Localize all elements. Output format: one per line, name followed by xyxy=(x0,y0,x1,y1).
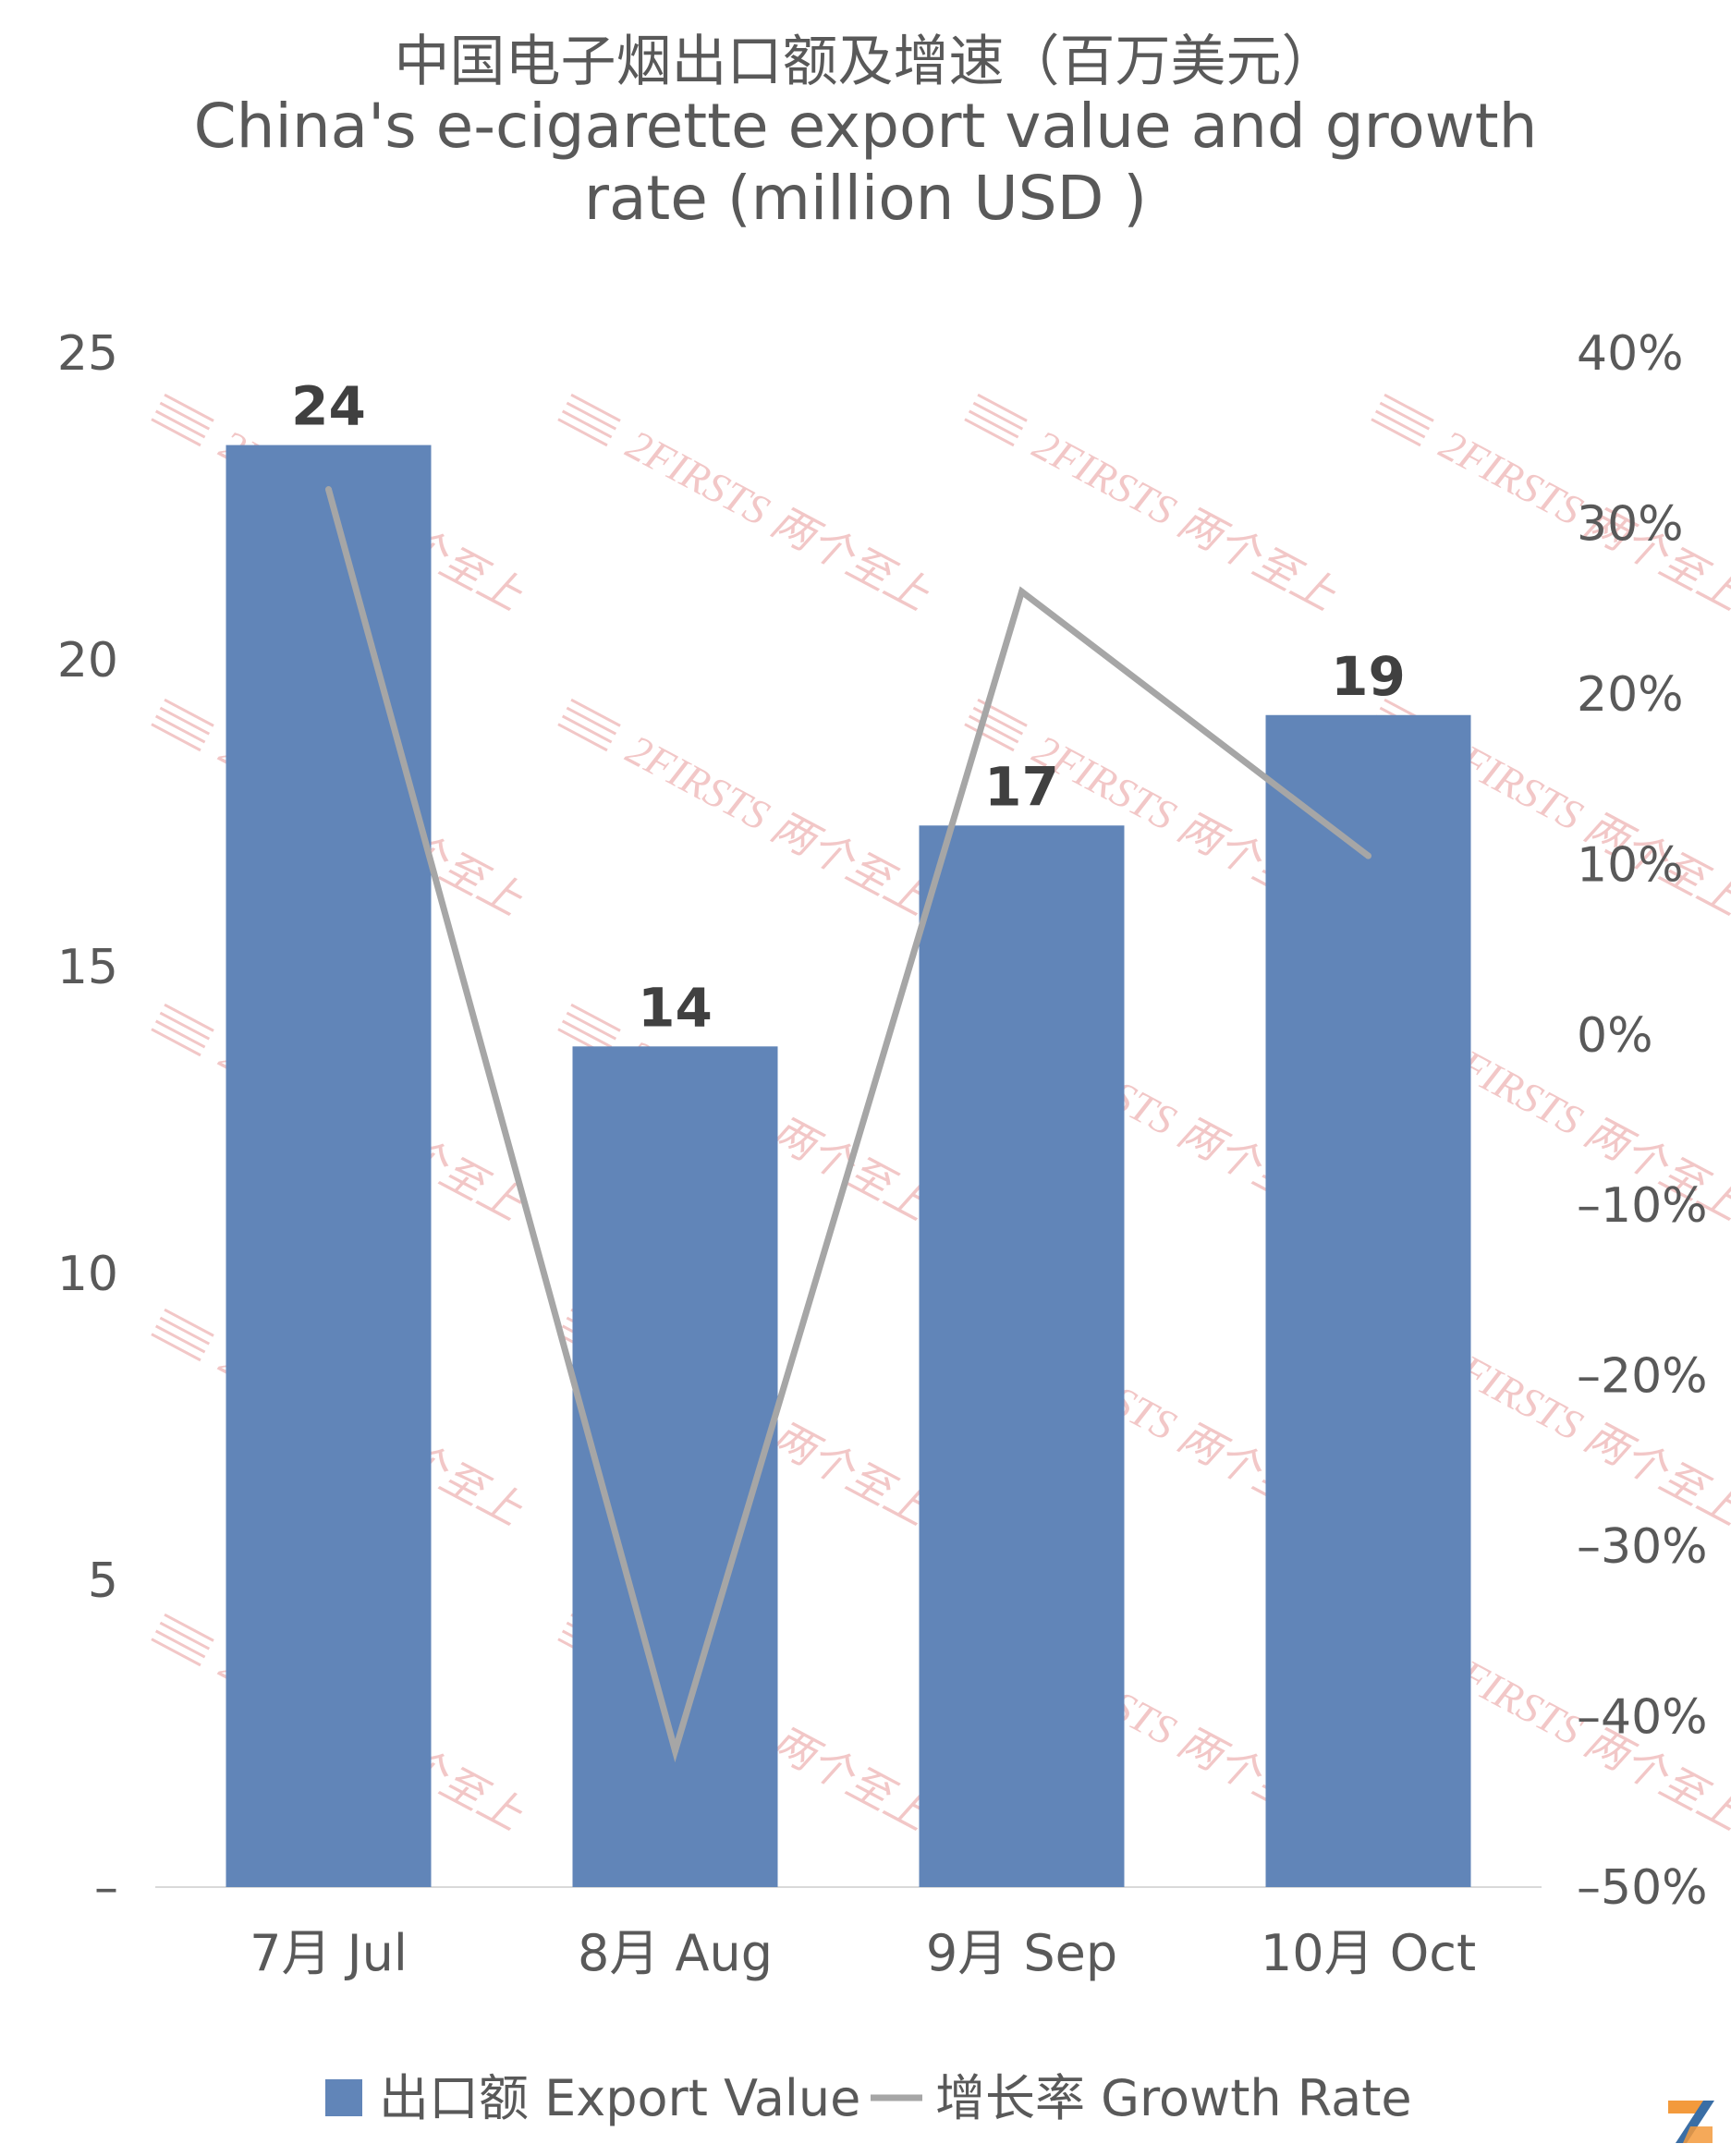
y-right-tick-label: 30% xyxy=(1577,496,1684,552)
watermark: 2FIRSTS 两个至上 xyxy=(557,393,937,619)
bar xyxy=(226,445,432,1888)
y-right-tick-label: 10% xyxy=(1577,837,1684,893)
bar-data-label: 24 xyxy=(291,375,366,438)
growth-rate-point xyxy=(325,486,332,493)
chart-title: 中国电子烟出口额及增速（百万美元） xyxy=(394,30,1337,94)
y-right-tick-label: 20% xyxy=(1577,667,1684,723)
y-left-tick-label: 15 xyxy=(57,940,118,995)
svg-text:2FIRSTS 两个至上: 2FIRSTS 两个至上 xyxy=(1026,420,1344,619)
svg-text:2FIRSTS 两个至上: 2FIRSTS 两个至上 xyxy=(619,420,937,619)
x-tick-label: 7月 Jul xyxy=(250,1924,408,1982)
y-right-tick-label: –20% xyxy=(1577,1349,1708,1405)
svg-text:2FIRSTS 两个至上: 2FIRSTS 两个至上 xyxy=(619,725,937,924)
legend-bar-swatch xyxy=(325,2079,362,2116)
x-tick-label: 8月 Aug xyxy=(578,1924,773,1982)
growth-rate-point xyxy=(1365,852,1371,859)
y-right-tick-label: –50% xyxy=(1577,1860,1708,1916)
svg-text:2FIRSTS 两个至上: 2FIRSTS 两个至上 xyxy=(1432,725,1731,924)
growth-rate-point xyxy=(1018,588,1025,595)
watermark: 2FIRSTS 两个至上 xyxy=(964,393,1344,619)
2firsts-logo-icon xyxy=(1663,2093,1718,2149)
y-left-tick-label: – xyxy=(94,1860,118,1916)
x-tick-label: 9月 Sep xyxy=(926,1924,1117,1982)
bar xyxy=(1265,714,1471,1887)
growth-rate-point xyxy=(672,1747,678,1754)
y-left-tick-label: 25 xyxy=(57,326,118,382)
y-right-tick-label: –30% xyxy=(1577,1519,1708,1575)
bar xyxy=(919,825,1125,1887)
x-tick-label: 10月 Oct xyxy=(1261,1924,1476,1982)
y-right-tick-label: –40% xyxy=(1577,1690,1708,1746)
chart-subtitle-line-1: China's e-cigarette export value and gro… xyxy=(193,91,1538,162)
y-left-tick-label: 10 xyxy=(57,1247,118,1302)
watermark: 2FIRSTS 两个至上 xyxy=(557,698,937,924)
legend-line-label: 增长率 Growth Rate xyxy=(935,2069,1412,2127)
chart-subtitle-line-2: rate (million USD ) xyxy=(583,163,1148,234)
y-right-tick-label: 40% xyxy=(1577,326,1684,382)
growth-rate-line xyxy=(325,488,1371,1763)
y-left-tick-label: 5 xyxy=(88,1553,118,1609)
bar-data-label: 19 xyxy=(1331,645,1406,708)
y-left-tick-label: 20 xyxy=(57,633,118,688)
bar-data-label: 17 xyxy=(984,755,1059,818)
bar-data-label: 14 xyxy=(638,976,713,1039)
y-right-tick-label: –10% xyxy=(1577,1178,1708,1234)
legend-bar-label: 出口额 Export Value xyxy=(379,2069,860,2127)
y-right-tick-label: 0% xyxy=(1577,1008,1653,1064)
